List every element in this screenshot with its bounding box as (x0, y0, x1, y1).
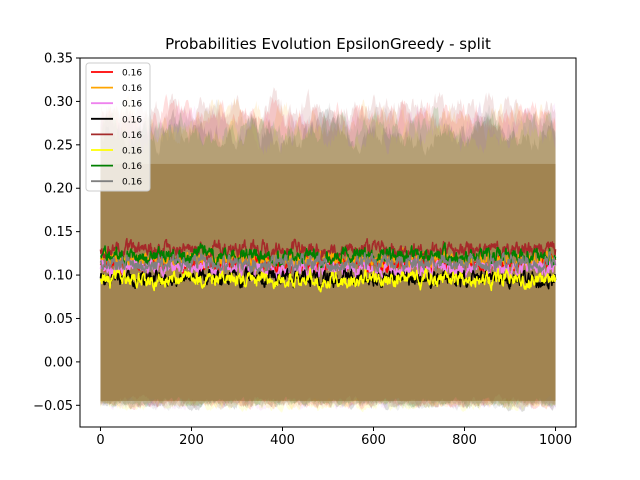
legend-label: 0.16 (122, 100, 142, 110)
legend-box (85, 62, 151, 192)
legend-label: 0.16 (122, 69, 142, 79)
x-tick-label: 200 (179, 433, 204, 448)
y-tick-label: 0.35 (44, 52, 73, 67)
legend: 0.16 0.16 0.16 0.16 0.16 0.16 0.16 0.16 (85, 62, 151, 192)
x-tick-label: 600 (361, 433, 386, 448)
y-tick-label: 0.15 (44, 225, 73, 240)
legend-label: 0.16 (122, 84, 142, 94)
x-tick-label: 400 (270, 433, 295, 448)
y-tick-label: 0.30 (44, 95, 73, 110)
series-line-8 (99, 251, 557, 274)
series-line-5 (99, 237, 557, 263)
y-tick-label: −0.05 (33, 399, 73, 414)
plot-frame (79, 57, 577, 428)
y-tick-label: 0.00 (44, 355, 73, 370)
legend-label: 0.16 (122, 162, 142, 172)
series-lines (99, 237, 557, 293)
chart-title: Probabilities Evolution EpsilonGreedy - … (165, 35, 491, 53)
series-line-6 (99, 267, 557, 293)
x-tick-label: 0 (96, 433, 104, 448)
y-tick-label: 0.20 (44, 182, 73, 197)
y-axis: −0.05 0.00 0.05 0.10 0.15 0.20 0.25 0.30 0.35 (33, 52, 80, 414)
x-axis: 0 200 400 600 800 1000 (96, 427, 572, 448)
band-5 (100, 87, 556, 409)
confidence-bands (100, 87, 556, 413)
x-tick-label: 800 (452, 433, 477, 448)
legend-label: 0.16 (122, 178, 142, 188)
y-tick-label: 0.05 (44, 312, 73, 327)
y-tick-label: 0.25 (44, 138, 73, 153)
x-tick-label: 1000 (539, 433, 572, 448)
legend-label: 0.16 (122, 131, 142, 141)
legend-label: 0.16 (122, 115, 142, 125)
y-tick-label: 0.10 (44, 269, 73, 284)
legend-label: 0.16 (122, 147, 142, 157)
